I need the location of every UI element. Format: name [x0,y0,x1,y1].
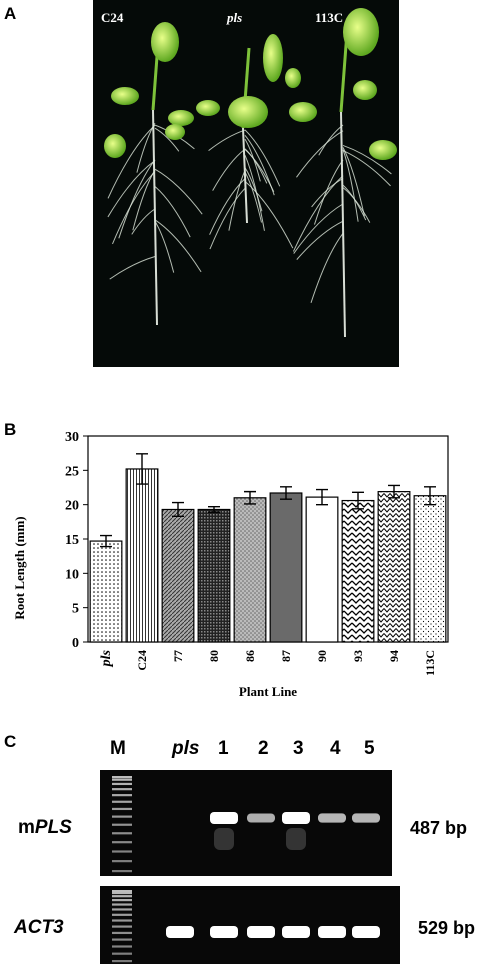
lane-label-1: 1 [218,738,229,759]
gel-band [352,813,380,823]
error-bar-77 [172,501,184,518]
x-tick-label-c24: C24 [135,650,149,671]
lane-label-5: 5 [364,738,375,759]
x-tick-label-77: 77 [171,650,185,662]
error-bar-93 [352,491,364,510]
y-tick-label: 0 [72,636,79,651]
gel-band [210,812,238,824]
lane-label-3: 3 [293,738,304,759]
x-tick-label-86: 86 [243,650,257,662]
x-tick-label-113c: 113C [423,650,437,676]
bar-c24 [125,468,159,643]
photo-label-c24: C24 [101,10,124,25]
error-bar-94 [388,484,400,499]
photo-label-pls: pls [227,10,243,25]
gel-band [210,926,238,938]
bar-93 [341,499,375,643]
band-size-487: 487 bp [410,818,468,838]
lane-label-4: 4 [330,738,341,759]
seedling-photo: C24 pls 113C [93,0,399,367]
error-bar-pls [100,534,112,548]
gel-band [247,813,275,823]
x-tick-label-pls: pls [99,649,114,667]
bar-94 [377,491,411,643]
x-tick-label-93: 93 [351,650,365,662]
photo-label-113c: 113C [315,10,344,25]
panel-a-letter: A [4,4,17,23]
gel-image-act3 [100,886,400,964]
x-tick-label-90: 90 [315,650,329,662]
marker-ladder [112,890,132,963]
seedling [289,8,397,338]
band-size-529: 529 bp [418,918,476,938]
marker-ladder [112,776,132,873]
bar-80 [197,508,231,643]
error-bar-86 [244,490,256,505]
root-length-chart: 0 5 10 15 20 25 30 pls C24 77 80 86 87 90 93 94 113C Roo… [12,430,449,699]
error-bar-c24 [136,453,148,485]
gel-band [166,926,194,938]
gel-band [282,812,310,824]
gel-band [318,813,346,823]
gel-row-label-act3: ACT3 [14,917,64,938]
y-tick-label: 25 [65,464,79,479]
x-tick-label-80: 80 [207,650,221,662]
seedling [104,22,203,326]
x-tick-label-87: 87 [279,650,293,662]
error-bar-113c [424,486,436,506]
y-tick-label: 20 [65,499,79,514]
error-bar-87 [280,486,292,500]
bar-87 [269,492,303,643]
panel-b-letter: B [4,420,17,439]
bar-pls [89,540,123,643]
seedling [196,34,301,250]
error-bar-80 [208,506,220,513]
y-tick-label: 15 [65,533,79,548]
bar-77 [161,508,195,643]
gel-band [247,926,275,938]
gel-band [282,926,310,938]
bar-86 [233,497,267,643]
seedlings-image [104,8,397,338]
chart-ylabel: Root Length (mm) [12,516,27,619]
panel-c-letter: C [4,732,17,751]
error-bar-90 [316,488,328,506]
gel-band [318,926,346,938]
gel-figure: C M pls 1 2 3 4 5 mPLS ACT3 487 bp 529 b… [0,730,501,967]
bar-90 [305,496,339,643]
lane-label-pls: pls [172,738,200,759]
x-tick-label-94: 94 [387,650,401,662]
y-tick-label: 10 [65,567,79,582]
lane-label-2: 2 [258,738,269,759]
gel-image-mpls [100,770,392,876]
gel-smear [286,828,306,850]
bar-113c [413,495,447,643]
gel-smear [214,828,234,850]
lane-label-m: M [110,738,126,759]
y-tick-label: 30 [65,430,79,445]
chart-xlabel: Plant Line [239,684,297,699]
gel-row-label-mpls: mPLS [18,817,72,838]
gel-band [352,926,380,938]
y-tick-label: 5 [72,602,79,617]
